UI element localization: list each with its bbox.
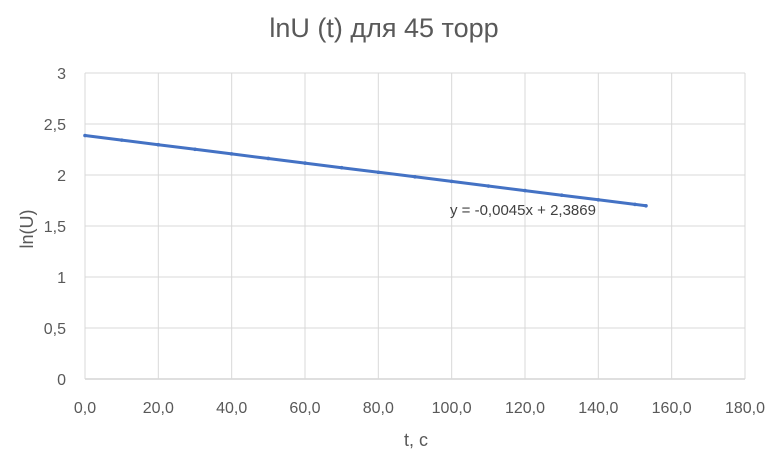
x-tick-label: 120,0 [505, 400, 545, 417]
chart-title: lnU (t) для 45 торр [269, 13, 498, 43]
y-tick-label: 1,5 [44, 219, 66, 236]
y-tick-label: 1 [57, 270, 66, 287]
data-point [229, 152, 234, 156]
y-tick-label: 2,5 [44, 117, 66, 134]
x-tick-label: 0,0 [74, 400, 96, 417]
grid [84, 72, 746, 380]
trendline-equation: y = -0,0045x + 2,3869 [450, 202, 596, 219]
data-point [83, 133, 87, 138]
y-tick-label: 0 [57, 372, 66, 389]
x-tick-label: 140,0 [578, 400, 618, 417]
x-tick-label: 100,0 [432, 400, 472, 417]
y-tick-label: 3 [57, 66, 66, 83]
x-tick-label: 80,0 [363, 400, 394, 417]
x-tick-label: 20,0 [143, 400, 174, 417]
data-series [83, 133, 648, 208]
y-axis-title: ln(U) [17, 210, 37, 249]
y-tick-label: 0,5 [44, 321, 66, 338]
x-tick-label: 60,0 [289, 400, 320, 417]
data-point [486, 184, 491, 188]
x-tick-label: 180,0 [725, 400, 765, 417]
x-tick-label: 160,0 [652, 400, 692, 417]
x-axis-ticks: 0,0 20,0 40,0 60,0 80,0 100,0 120,0 140,0 160,0 1… [74, 400, 765, 417]
data-point [633, 202, 637, 207]
y-tick-label: 2 [57, 168, 66, 185]
x-tick-label: 40,0 [216, 400, 247, 417]
data-point [339, 165, 344, 170]
data-point [193, 147, 197, 152]
data-point [523, 188, 527, 193]
data-point [376, 170, 381, 175]
x-axis-title: t, c [404, 430, 428, 450]
y-axis-ticks: 0 0,5 1 1,5 2 2,5 3 [44, 66, 66, 389]
